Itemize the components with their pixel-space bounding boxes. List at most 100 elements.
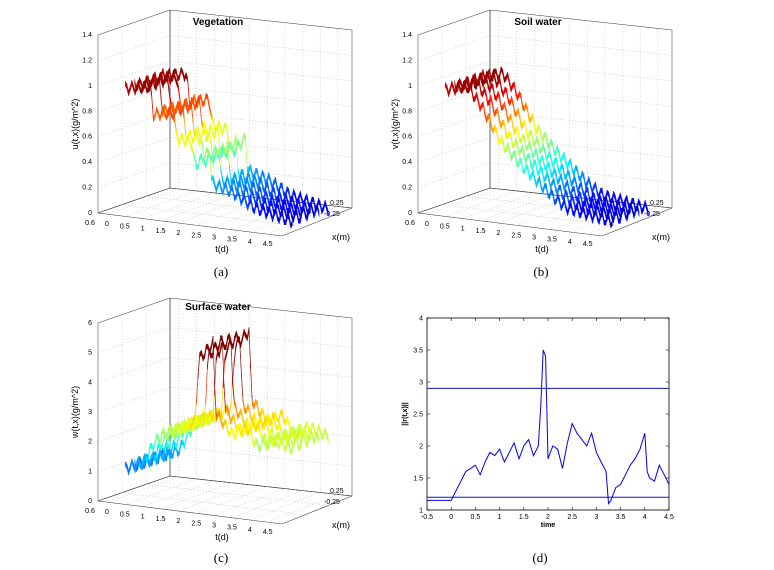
surface-patch bbox=[317, 430, 320, 444]
surface-patch bbox=[509, 79, 512, 93]
surface-patch bbox=[308, 434, 311, 442]
surface-patch bbox=[184, 138, 187, 149]
surface-patch bbox=[526, 129, 529, 141]
surface-patch bbox=[542, 183, 545, 195]
gridline bbox=[516, 198, 588, 226]
z-tick-label: 0 bbox=[88, 210, 92, 217]
surface-patch bbox=[234, 171, 237, 180]
surface-patch bbox=[234, 399, 237, 410]
surface-patch bbox=[512, 123, 515, 136]
surface-patch bbox=[507, 130, 510, 141]
surface-patch bbox=[537, 123, 540, 132]
surface-patch bbox=[617, 199, 620, 206]
surface-patch bbox=[255, 190, 258, 198]
surface-patch bbox=[495, 106, 498, 115]
surface-patch bbox=[578, 189, 581, 199]
surface-patch bbox=[174, 68, 177, 74]
surface-patch bbox=[487, 83, 490, 94]
surface-patch bbox=[179, 439, 182, 455]
surface-patch bbox=[237, 188, 240, 199]
surface-patch bbox=[262, 184, 265, 195]
surface-patch bbox=[313, 423, 316, 437]
x-tick-label: 1.5 bbox=[519, 514, 529, 521]
surface-patch bbox=[258, 184, 261, 194]
surface-patch bbox=[153, 113, 156, 122]
surface-patch bbox=[494, 93, 497, 102]
surface-patch bbox=[222, 407, 225, 421]
surface-patch bbox=[527, 107, 530, 123]
t-tick-label: 2 bbox=[176, 518, 180, 525]
z-tick-label: 0.2 bbox=[82, 185, 92, 192]
surface-patch bbox=[512, 149, 516, 158]
surface-patch bbox=[174, 423, 177, 430]
surface-patch bbox=[534, 147, 537, 157]
surface-patch bbox=[306, 193, 309, 207]
surface-patch bbox=[593, 181, 596, 190]
surface-patch bbox=[480, 89, 483, 98]
surface-patch bbox=[527, 140, 530, 151]
surface-patch bbox=[310, 427, 313, 439]
surface-patch bbox=[139, 86, 143, 95]
surface-patch bbox=[279, 421, 282, 434]
t-tick-label: 1 bbox=[461, 226, 465, 233]
surface-patch bbox=[259, 209, 262, 217]
surface-patch bbox=[543, 132, 547, 138]
surface-patch bbox=[494, 75, 497, 89]
surface-patch bbox=[505, 131, 508, 141]
surface-patch bbox=[306, 420, 309, 433]
surface-patch bbox=[543, 175, 546, 184]
z-tick-label: 0 bbox=[408, 210, 412, 217]
surface-patch bbox=[562, 164, 565, 180]
gridline bbox=[97, 162, 353, 188]
gridline bbox=[417, 162, 673, 188]
surface-patch bbox=[519, 157, 522, 164]
gridline bbox=[417, 111, 673, 137]
left-wall bbox=[417, 9, 491, 214]
surface-patch bbox=[504, 145, 507, 155]
surface-patch bbox=[506, 109, 509, 124]
gridline bbox=[121, 204, 306, 227]
caption-c: (c) bbox=[213, 550, 229, 565]
surface-patch bbox=[250, 164, 253, 178]
surface-patch bbox=[572, 209, 575, 218]
surface-patch bbox=[600, 187, 603, 194]
surface-patch bbox=[159, 110, 162, 122]
surface-patch bbox=[286, 416, 289, 426]
gridline bbox=[587, 206, 658, 235]
t-tick-label: 4 bbox=[568, 239, 572, 246]
surface-patch bbox=[280, 407, 283, 417]
gridline bbox=[178, 484, 250, 512]
surface-patch bbox=[224, 182, 227, 189]
t-tick-label: 1 bbox=[141, 226, 145, 233]
surface-patch bbox=[242, 132, 245, 146]
surface-patch bbox=[537, 175, 540, 185]
surface-patch bbox=[565, 168, 569, 180]
surface-patch bbox=[561, 163, 564, 170]
surface-patch bbox=[288, 215, 291, 229]
surface-patch bbox=[524, 136, 527, 151]
surface-patch bbox=[519, 136, 522, 145]
surface-patch bbox=[463, 79, 466, 87]
surface-patch bbox=[517, 91, 520, 102]
surface-patch bbox=[188, 128, 192, 136]
surface-patch bbox=[610, 201, 613, 211]
surface-patch bbox=[156, 106, 159, 116]
gridline bbox=[480, 194, 552, 222]
surface-patch bbox=[606, 189, 609, 197]
surface-patch bbox=[637, 204, 640, 217]
surface-patch bbox=[567, 179, 570, 193]
t-tick-label: 3 bbox=[212, 235, 216, 242]
surface-patch bbox=[223, 121, 227, 130]
surface-patch bbox=[216, 125, 219, 133]
surface-patch bbox=[497, 107, 500, 123]
floor bbox=[417, 187, 673, 237]
surface-patch bbox=[238, 141, 241, 152]
surface-patch bbox=[446, 85, 449, 97]
surface-patch bbox=[177, 138, 181, 146]
z-tick-label: 2 bbox=[88, 439, 92, 446]
gridline bbox=[145, 196, 329, 218]
surface-patch bbox=[222, 339, 225, 350]
surface-patch bbox=[224, 351, 227, 364]
surface-patch bbox=[503, 120, 507, 137]
gridline bbox=[444, 190, 517, 217]
